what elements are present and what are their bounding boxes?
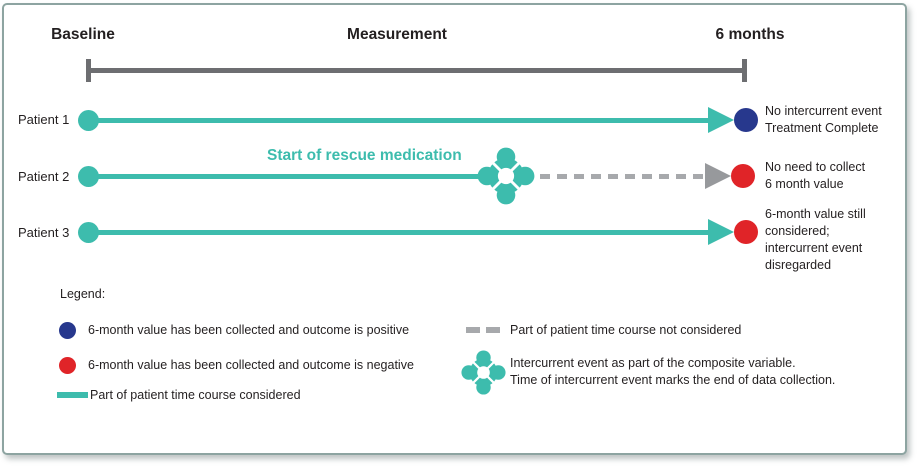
patient-3-line — [88, 230, 710, 235]
legend-lifebuoy-icon — [461, 350, 506, 395]
patient-3-arrowhead-icon — [708, 219, 734, 245]
timeline-start-tick — [86, 59, 91, 82]
patient-2-annotation: No need to collect 6 month value — [765, 160, 866, 191]
legend-item-negative: 6-month value has been collected and out… — [88, 358, 414, 372]
legend-title: Legend: — [60, 287, 106, 301]
legend-item-not-considered: Part of patient time course not consider… — [510, 323, 742, 337]
patient-3-annotation: 6-month value still considered; intercur… — [765, 207, 866, 272]
patient-1-line — [88, 118, 710, 123]
patient-1-arrowhead-icon — [708, 107, 734, 133]
legend-item-intercurrent-event: Intercurrent event as part of the compos… — [510, 356, 836, 387]
timeline-end-tick — [742, 59, 747, 82]
patient-2-label: Patient 2 — [18, 169, 70, 184]
patient-3-label: Patient 3 — [18, 225, 70, 240]
legend-item-positive: 6-month value has been collected and out… — [88, 323, 410, 337]
legend-red-dot-icon — [59, 357, 76, 374]
patient-1-label: Patient 1 — [18, 112, 70, 127]
patient-2-line — [88, 174, 485, 179]
lifebuoy-icon — [477, 147, 535, 205]
patient-2-arrowhead-icon — [705, 163, 731, 189]
patient-2-endpoint-dot — [731, 164, 755, 188]
legend-item-considered: Part of patient time course considered — [90, 388, 301, 402]
legend-blue-dot-icon — [59, 322, 76, 339]
patient-1-endpoint-dot — [734, 108, 758, 132]
patient-1-annotation: No intercurrent event Treatment Complete — [765, 104, 882, 135]
patient-3-endpoint-dot — [734, 220, 758, 244]
six-months-label: 6 months — [715, 26, 785, 43]
legend-gray-dashes-icon — [466, 327, 501, 333]
rescue-medication-label: Start of rescue medication — [267, 147, 462, 164]
patient-2-dashed-line — [540, 174, 706, 179]
baseline-label: Baseline — [51, 26, 115, 43]
timeline-bar — [88, 68, 745, 73]
measurement-label: Measurement — [347, 26, 447, 43]
legend-teal-line-icon — [57, 392, 88, 398]
